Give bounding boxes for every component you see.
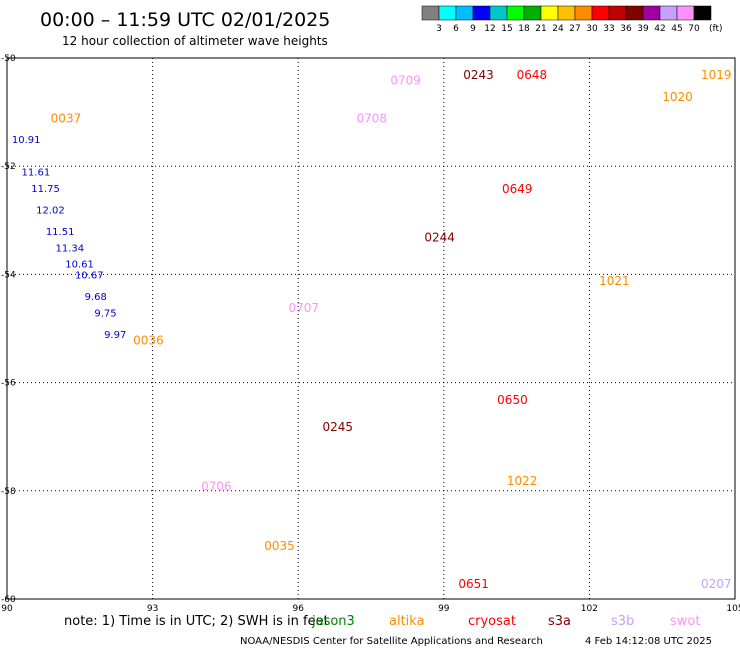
colorbar-swatch — [591, 5, 610, 21]
data-points: 10.91 11.61 11.75 12.02 11.51 11.34 10.6110.67… — [12, 135, 126, 341]
colorbar-swatch — [608, 5, 627, 21]
colorbar-label: 27 — [569, 24, 580, 34]
time-label: 0707 — [288, 301, 319, 315]
time-label: 0207 — [701, 577, 732, 591]
time-label: 1022 — [507, 474, 538, 488]
legend-item-s3a: s3a — [548, 614, 571, 629]
x-tick-label: 96 — [292, 604, 304, 614]
colorbar-swatch — [506, 5, 525, 21]
colorbar-label: 70 — [688, 24, 700, 34]
colorbar-label: 9 — [470, 24, 476, 34]
footer-note: note: 1) Time is in UTC; 2) SWH is in fe… — [64, 614, 329, 629]
plot-frame — [6, 57, 736, 600]
colorbar-swatch — [421, 5, 440, 21]
colorbar-label: 15 — [501, 24, 512, 34]
legend-item-s3b: s3b — [611, 614, 634, 629]
time-label: 0648 — [517, 68, 548, 82]
time-label: 0036 — [133, 333, 164, 347]
y-tick-label: -58 — [1, 487, 16, 497]
colorbar-label: 45 — [671, 24, 682, 34]
colorbar-swatch — [659, 5, 678, 21]
time-labels: 0037 0036 0706 0035 0707 0245 0708 0709 0244 0243… — [51, 68, 732, 591]
colorbar-swatch — [693, 5, 712, 21]
colorbar-swatch — [472, 5, 491, 21]
wave-height-point: 10.67 — [75, 270, 104, 281]
wave-height-point: 9.75 — [94, 308, 116, 319]
x-tick-label: 90 — [1, 604, 13, 614]
colorbar-label: 12 — [484, 24, 495, 34]
time-label: 0035 — [264, 539, 295, 553]
colorbar-label: 24 — [552, 24, 564, 34]
colorbar-label: 6 — [453, 24, 459, 34]
wave-height-point: 12.02 — [36, 205, 65, 216]
wave-height-point: 11.34 — [56, 243, 85, 254]
wave-height-point: 11.51 — [46, 227, 75, 238]
colorbar-label: 42 — [654, 24, 665, 34]
colorbar: 3 6 9 12 15 18 21 24 27 30 33 36 39 42 45 70 (ft) — [421, 5, 723, 34]
footer-credit: NOAA/NESDIS Center for Satellite Applica… — [240, 636, 543, 647]
time-label: 1021 — [599, 274, 630, 288]
colorbar-unit: (ft) — [709, 24, 723, 34]
x-tick-label: 105 — [726, 604, 740, 614]
time-label: 0650 — [497, 393, 528, 407]
y-tick-label: -52 — [1, 162, 16, 172]
x-tick-label: 93 — [147, 604, 158, 614]
legend: jason3 altika cryosat s3a s3b swot — [311, 614, 700, 629]
colorbar-swatch — [489, 5, 508, 21]
colorbar-label: 21 — [535, 24, 546, 34]
colorbar-swatch — [540, 5, 559, 21]
colorbar-swatch — [642, 5, 661, 21]
colorbar-swatch — [676, 5, 695, 21]
time-label: 1019 — [701, 68, 732, 82]
colorbar-label: 30 — [586, 24, 598, 34]
colorbar-swatch — [523, 5, 542, 21]
y-axis: -50 -52 -54 -56 -58 -60 — [1, 54, 16, 605]
x-tick-label: 99 — [438, 604, 450, 614]
x-axis: 90 93 96 99 102 105 — [1, 604, 740, 614]
time-label: 0037 — [51, 112, 82, 126]
wave-height-point: 11.61 — [22, 168, 51, 179]
y-tick-label: -56 — [1, 379, 16, 389]
colorbar-swatch — [625, 5, 644, 21]
time-label: 0708 — [356, 112, 387, 126]
time-label: 0243 — [463, 68, 494, 82]
colorbar-swatch — [455, 5, 474, 21]
x-tick-label: 102 — [581, 604, 598, 614]
colorbar-label: 39 — [637, 24, 649, 34]
time-label: 0649 — [502, 182, 533, 196]
wave-height-point: 10.61 — [65, 260, 94, 271]
wave-height-point: 9.68 — [85, 292, 107, 303]
y-tick-label: -54 — [1, 270, 16, 280]
colorbar-label: 33 — [603, 24, 614, 34]
time-label: 0706 — [201, 479, 232, 493]
chart-title: 00:00 – 11:59 UTC 02/01/2025 — [40, 9, 330, 31]
colorbar-swatch — [557, 5, 576, 21]
y-tick-label: -60 — [1, 595, 16, 605]
time-label: 0651 — [458, 577, 489, 591]
grid — [7, 58, 735, 599]
time-label: 0244 — [424, 231, 455, 245]
y-tick-label: -50 — [1, 54, 16, 64]
time-label: 1020 — [662, 90, 693, 104]
legend-item-altika: altika — [389, 614, 425, 629]
chart-subtitle: 12 hour collection of altimeter wave hei… — [62, 34, 328, 48]
wave-height-point: 11.75 — [31, 184, 60, 195]
colorbar-label: 3 — [436, 24, 442, 34]
footer-timestamp: 4 Feb 14:12:08 UTC 2025 — [585, 636, 712, 647]
legend-item-jason3: jason3 — [311, 614, 355, 629]
colorbar-swatch — [438, 5, 457, 21]
colorbar-swatch — [574, 5, 593, 21]
time-label: 0245 — [322, 420, 353, 434]
legend-item-swot: swot — [670, 614, 700, 629]
time-label: 0709 — [390, 74, 421, 88]
wave-height-point: 10.91 — [12, 135, 41, 146]
wave-height-point: 9.97 — [104, 330, 126, 341]
colorbar-label: 18 — [518, 24, 530, 34]
colorbar-label: 36 — [620, 24, 632, 34]
legend-item-cryosat: cryosat — [468, 614, 516, 629]
